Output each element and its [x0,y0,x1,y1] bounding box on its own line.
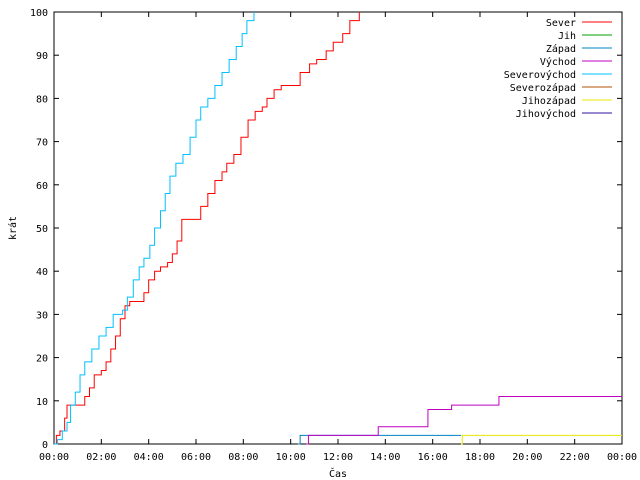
legend-label: Severovýchod [504,69,576,81]
x-tick-label: 04:00 [134,452,164,463]
legend-label: Jihozápad [522,95,576,107]
legend-label: Jih [558,31,576,42]
x-tick-label: 10:00 [276,452,306,463]
x-tick-label: 00:00 [39,452,69,463]
x-axis-label: Čas [329,467,347,480]
legend-label: Severozápad [510,82,576,94]
y-tick-label: 60 [36,181,48,192]
series-line-6 [461,434,622,445]
x-tick-label: 08:00 [228,452,258,463]
x-tick-label: 14:00 [370,452,400,463]
x-tick-label: 00:00 [607,452,637,463]
y-axis-label: krát [7,216,19,240]
axis-ticks: 00:00 02:00 04:00 06:00 08:00 10:00 12:00 14:00… [30,8,637,463]
legend-label: Východ [540,56,576,68]
legend-label: Jihovýchod [516,108,576,120]
y-tick-label: 30 [36,310,48,321]
y-tick-label: 0 [42,440,48,451]
y-tick-label: 100 [30,8,48,19]
x-tick-label: 18:00 [465,452,495,463]
series-line-4 [54,12,255,445]
series-line-2 [297,434,462,445]
x-tick-label: 22:00 [560,452,590,463]
legend-label: Sever [546,18,576,29]
x-tick-label: 16:00 [418,452,448,463]
series-line-0 [54,12,360,445]
x-tick-label: 02:00 [86,452,116,463]
x-tick-label: 20:00 [512,452,542,463]
legend: Sever JihZápadVýchodSeverovýchodSeverozáp… [504,18,612,120]
series-line-3 [306,395,622,445]
series-layer [54,12,622,445]
y-tick-label: 80 [36,94,48,105]
y-tick-label: 40 [36,267,48,278]
y-tick-label: 20 [36,354,48,365]
x-tick-label: 06:00 [181,452,211,463]
x-tick-label: 12:00 [323,452,353,463]
y-tick-label: 90 [36,51,48,62]
y-tick-label: 10 [36,397,48,408]
y-tick-label: 50 [36,224,48,235]
y-tick-label: 70 [36,138,48,149]
legend-label: Západ [546,43,576,55]
